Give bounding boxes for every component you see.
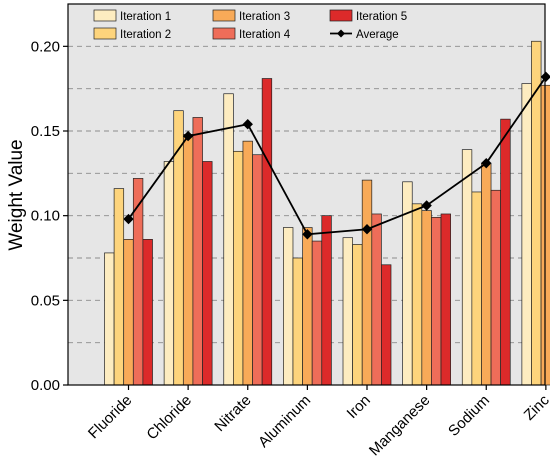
x-tick-label-sodium: Sodium	[445, 392, 493, 440]
legend: Iteration 1 Iteration 2 Iteration 3 Iterati…	[93, 9, 407, 41]
average-point-iron	[361, 224, 373, 235]
bar-manganese-iteration-5	[440, 213, 451, 386]
bar-fluoride-iteration-5	[142, 239, 153, 386]
bar-aluminum-iteration-3	[302, 227, 313, 386]
bar-chloride-iteration-3	[182, 134, 194, 386]
bar-iron-iteration-2	[352, 244, 363, 386]
y-tick-label: 0.15	[31, 123, 60, 140]
legend-swatch-iteration-2	[93, 27, 117, 40]
legend-label-iteration-2: Iteration 2	[120, 29, 171, 41]
bar-chloride-iteration-5	[202, 161, 213, 386]
legend-label-iteration-4: Iteration 4	[239, 29, 291, 41]
bar-chloride-iteration-1	[163, 161, 175, 386]
bar-nitrate-iteration-1	[223, 93, 234, 386]
x-tick-label-iron: Iron	[344, 392, 374, 422]
bar-nitrate-iteration-5	[261, 78, 273, 386]
bar-iron-iteration-1	[342, 237, 353, 386]
x-axis: Fluoride Chloride Nitrate Aluminum IronManga…	[85, 385, 550, 459]
x-tick-label-chloride: Chloride	[143, 392, 195, 444]
legend-label-average: Average	[356, 29, 399, 41]
x-tick-label-fluoride: Fluoride	[85, 392, 135, 442]
bar-sodium-iteration-5	[500, 118, 511, 386]
bar-sodium-iteration-3	[481, 162, 492, 386]
bar-iron-iteration-5	[381, 264, 392, 386]
legend-swatch-iteration-3	[212, 9, 236, 22]
y-tick-label: 0.20	[31, 38, 60, 55]
bar-fluoride-iteration-1	[104, 252, 115, 386]
bar-chloride-iteration-4	[192, 117, 203, 386]
average-line	[123, 71, 550, 240]
average-line-path	[127, 76, 547, 236]
bar-iron-iteration-3	[361, 179, 373, 386]
legend-swatch-iteration-1	[93, 9, 117, 22]
bar-nitrate-iteration-4	[252, 154, 263, 386]
x-tick-label-zinc: Zinc	[521, 391, 550, 423]
average-point-nitrate	[242, 119, 253, 130]
bar-fluoride-iteration-2	[113, 188, 125, 386]
plot-frame	[67, 3, 546, 386]
average-point-manganese	[421, 200, 432, 211]
bar-fluoride-iteration-3	[123, 239, 134, 386]
legend-swatch-iteration-4	[212, 27, 236, 40]
average-point-sodium	[481, 157, 492, 169]
bar-manganese-iteration-2	[411, 203, 423, 386]
y-tick-label: 0.00	[31, 377, 60, 394]
bar-zinc-iteration-1	[521, 83, 532, 386]
bar-sodium-iteration-1	[461, 149, 473, 386]
y-axis-title: Weight Value	[6, 139, 27, 250]
y-tick-label: 0.10	[31, 208, 60, 225]
y-tick-label: 0.05	[31, 292, 60, 309]
legend-label-iteration-3: Iteration 3	[239, 11, 290, 23]
x-tick-label-aluminum: Aluminum	[255, 392, 314, 451]
bar-aluminum-iteration-2	[292, 257, 303, 386]
legend-swatch-average-marker	[337, 29, 345, 38]
bar-chloride-iteration-2	[173, 110, 184, 386]
bar-aluminum-iteration-4	[311, 240, 323, 386]
average-point-chloride	[182, 130, 194, 142]
bar-sodium-iteration-4	[490, 189, 501, 386]
bar-iron-iteration-4	[371, 213, 382, 386]
bar-sodium-iteration-2	[471, 191, 482, 386]
average-point-fluoride	[123, 213, 134, 225]
legend-swatch-iteration-5	[329, 9, 353, 22]
bar-aluminum-iteration-1	[283, 227, 294, 386]
bar-aluminum-iteration-5	[321, 215, 332, 386]
x-tick-label-nitrate: Nitrate	[211, 392, 254, 435]
x-tick-label-manganese: Manganese	[366, 392, 433, 459]
bar-nitrate-iteration-2	[233, 150, 244, 386]
bar-manganese-iteration-4	[431, 217, 442, 386]
bar-manganese-iteration-3	[421, 210, 432, 386]
average-point-aluminum	[302, 229, 313, 240]
bar-zinc-iteration-2	[531, 40, 542, 386]
legend-label-iteration-1: Iteration 1	[120, 11, 171, 23]
y-axis: 0.00 0.05 0.10 0.15 0.20	[31, 38, 68, 394]
bar-nitrate-iteration-3	[242, 140, 253, 386]
legend-label-iteration-5: Iteration 5	[356, 11, 407, 23]
